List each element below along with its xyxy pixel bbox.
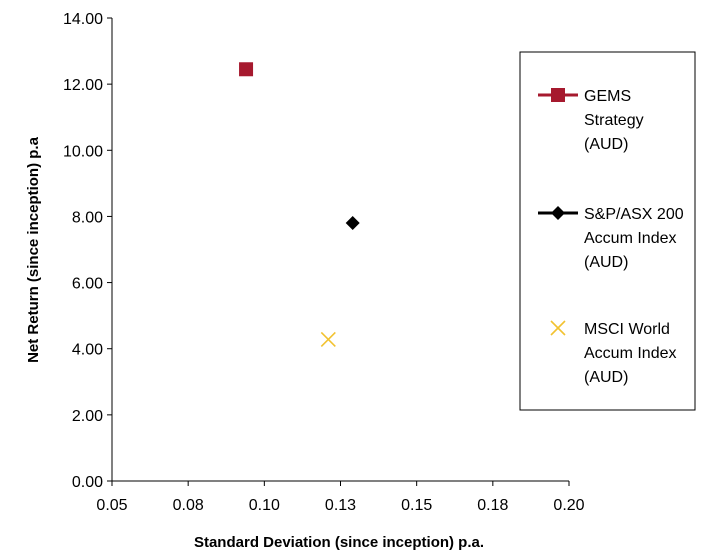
legend-label: (AUD) xyxy=(584,369,628,386)
legend-label: Strategy xyxy=(584,112,644,129)
legend-entry-2: S&P/ASX 200 Accum Index (AUD) xyxy=(538,206,684,271)
y-tick-label: 4.00 xyxy=(72,342,103,359)
legend-marker xyxy=(550,320,566,336)
x-tick-label: 0.08 xyxy=(173,497,204,514)
y-tick-label: 2.00 xyxy=(72,408,103,425)
y-tick-label: 0.00 xyxy=(72,474,103,491)
legend-label: (AUD) xyxy=(584,254,628,271)
legend-marker xyxy=(551,206,565,220)
x-tick-label: 0.13 xyxy=(325,497,356,514)
data-point-series-2 xyxy=(345,216,360,231)
legend-label: S&P/ASX 200 xyxy=(584,206,684,223)
data-point-series-1 xyxy=(239,62,254,77)
legend-label: (AUD) xyxy=(584,136,628,153)
x-tick-label: 0.10 xyxy=(249,497,280,514)
x-marker-stroke xyxy=(550,320,566,336)
x-tick-label: 0.15 xyxy=(401,497,432,514)
x-tick-labels: 0.05 0.08 0.10 0.13 0.15 0.18 0.20 xyxy=(96,481,585,514)
y-tick-label: 12.00 xyxy=(63,77,103,94)
data-points xyxy=(239,62,360,348)
data-point-series-3 xyxy=(320,331,336,348)
x-marker-stroke xyxy=(320,331,336,348)
x-tick-label: 0.20 xyxy=(553,497,584,514)
legend: GEMS Strategy (AUD) S&P/ASX 200 Accum Index (… xyxy=(519,51,696,411)
y-axis-title: Net Return (since inception) p.a xyxy=(25,136,42,363)
legend-label: GEMS xyxy=(584,88,631,105)
y-tick-label: 8.00 xyxy=(72,209,103,226)
y-tick-label: 14.00 xyxy=(63,11,103,28)
legend-label: Accum Index xyxy=(584,345,676,362)
x-tick-label: 0.05 xyxy=(96,497,127,514)
plot-axes xyxy=(111,18,569,482)
legend-label: Accum Index xyxy=(584,230,676,247)
x-axis-title: Standard Deviation (since inception) p.a… xyxy=(194,534,484,551)
y-tick-labels: 0.00 2.00 4.00 6.00 8.00 10.00 12.00 14.00 xyxy=(63,11,112,491)
legend-entry-1: GEMS Strategy (AUD) xyxy=(538,88,644,153)
legend-marker xyxy=(551,88,565,102)
x-tick-label: 0.18 xyxy=(477,497,508,514)
y-tick-label: 6.00 xyxy=(72,276,103,293)
y-tick-label: 10.00 xyxy=(63,143,103,160)
legend-box xyxy=(519,51,696,411)
legend-entry-3: MSCI World Accum Index (AUD) xyxy=(550,320,676,386)
legend-label: MSCI World xyxy=(584,321,670,338)
